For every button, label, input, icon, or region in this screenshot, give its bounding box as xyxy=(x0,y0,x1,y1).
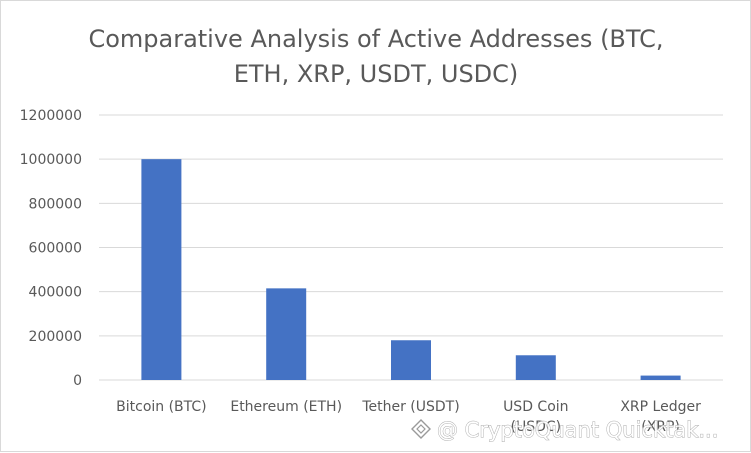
y-tick-label: 400000 xyxy=(29,285,82,301)
bars xyxy=(141,159,681,380)
x-category-label: Ethereum (ETH) xyxy=(230,399,342,415)
x-category-label: XRP Ledger xyxy=(620,399,701,415)
bar xyxy=(640,375,681,380)
watermark-logo-icon xyxy=(411,419,431,439)
x-category-label: Bitcoin (BTC) xyxy=(116,399,207,415)
bar xyxy=(515,355,556,380)
y-tick-label: 0 xyxy=(73,373,82,389)
chart-title-line: ETH, XRP, USDT, USDC) xyxy=(234,60,519,88)
watermark: @ CryptoQuant Quicktak... xyxy=(411,418,719,442)
y-tick-label: 200000 xyxy=(29,329,82,345)
bar xyxy=(391,340,431,380)
y-axis-tick-labels: 0 200000 400000 600000 800000 1000000 1200000 xyxy=(20,108,82,389)
x-category-label: USD Coin xyxy=(503,399,568,415)
chart-title-line: Comparative Analysis of Active Addresses… xyxy=(88,25,663,53)
y-tick-label: 800000 xyxy=(29,196,82,212)
gridlines xyxy=(99,114,723,381)
bar xyxy=(266,288,307,380)
y-tick-label: 1000000 xyxy=(20,152,82,168)
watermark-text: @ CryptoQuant Quicktak... xyxy=(437,418,718,442)
chart-title: Comparative Analysis of Active Addresses… xyxy=(88,25,663,88)
x-axis-category-labels: Bitcoin (BTC) Ethereum (ETH) Tether (USDT)… xyxy=(116,399,701,435)
y-tick-label: 1200000 xyxy=(20,108,82,124)
x-category-label: Tether (USDT) xyxy=(361,399,459,415)
y-tick-label: 600000 xyxy=(29,241,82,257)
bar xyxy=(141,159,182,380)
x-category-label: (USDC) xyxy=(510,419,561,435)
x-category-label: (XRP) xyxy=(641,419,680,435)
